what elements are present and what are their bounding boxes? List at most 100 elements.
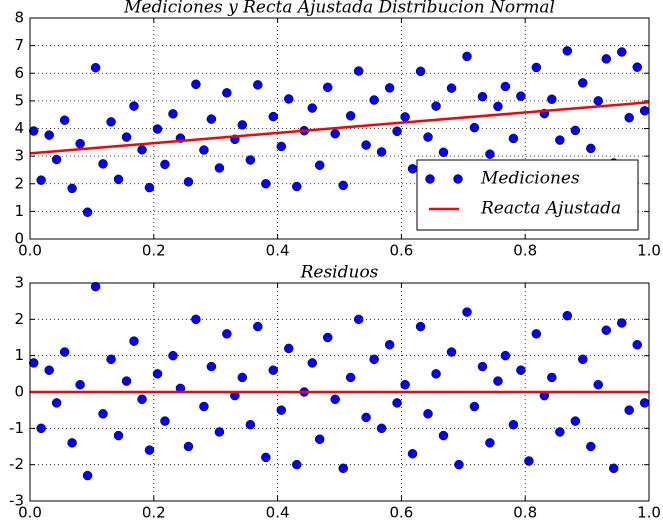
data-point — [36, 175, 46, 185]
data-point — [199, 145, 209, 155]
data-point — [438, 430, 449, 441]
data-point — [639, 398, 650, 408]
x-tick-label: 0.6 — [389, 504, 413, 522]
data-point — [578, 354, 588, 365]
data-point — [237, 120, 248, 130]
y-tick-label: 3 — [14, 274, 24, 292]
data-point — [261, 452, 271, 463]
data-point — [137, 145, 147, 155]
data-point — [129, 336, 139, 346]
data-point — [431, 369, 441, 379]
data-point — [307, 358, 318, 368]
data-point — [144, 182, 155, 193]
data-point — [129, 101, 139, 111]
data-point — [292, 459, 302, 470]
x-tick-label: 1.0 — [637, 504, 661, 522]
data-point — [446, 347, 457, 357]
data-point — [485, 438, 495, 448]
data-point — [547, 372, 557, 383]
x-tick-label: 0.2 — [142, 242, 166, 260]
data-point — [106, 354, 116, 365]
y-tick-label: -1 — [9, 419, 24, 437]
data-point — [75, 138, 85, 149]
data-point — [268, 111, 279, 122]
legend-label: Reacta Ajustada — [480, 199, 621, 219]
data-point — [59, 347, 70, 357]
data-point — [44, 130, 54, 140]
data-point — [608, 463, 619, 474]
x-tick-label: 0.0 — [18, 242, 42, 260]
data-point — [562, 46, 573, 56]
data-point — [369, 354, 379, 365]
legend-swatch — [453, 174, 463, 184]
y-tick-label: 3 — [14, 147, 24, 165]
data-point — [361, 412, 371, 423]
data-point — [446, 83, 457, 93]
y-tick-label: -2 — [9, 455, 24, 473]
data-point — [90, 62, 101, 73]
data-point — [214, 427, 225, 437]
y-tick-label: 6 — [14, 64, 24, 82]
data-point — [113, 430, 124, 441]
data-point — [261, 179, 271, 189]
data-point — [462, 307, 472, 317]
data-point — [90, 281, 101, 292]
data-point — [75, 379, 85, 390]
y-tick-label: 2 — [14, 174, 24, 192]
data-point — [82, 207, 93, 217]
data-point — [624, 112, 634, 123]
chart-title: Mediciones y Recta Ajustada Distribucion… — [123, 0, 555, 18]
data-point — [345, 111, 356, 121]
data-point — [555, 427, 565, 437]
data-point — [51, 154, 62, 165]
x-tick-label: 0.6 — [389, 242, 413, 260]
data-point — [632, 340, 642, 350]
data-point — [292, 181, 302, 192]
data-point — [547, 94, 557, 104]
x-tick-label: 0.4 — [266, 242, 290, 260]
data-point — [59, 115, 70, 125]
data-point — [314, 434, 325, 444]
data-point — [36, 423, 46, 434]
data-point — [253, 321, 263, 332]
data-point — [601, 54, 612, 64]
data-point — [361, 140, 371, 150]
chart-title: Residuos — [300, 263, 379, 283]
data-point — [586, 143, 596, 154]
data-point — [152, 369, 163, 379]
data-point — [199, 401, 209, 412]
data-point — [307, 103, 318, 113]
data-point — [570, 125, 581, 136]
data-point — [137, 394, 147, 405]
data-point — [206, 114, 217, 124]
data-point — [632, 62, 642, 72]
data-point — [160, 159, 170, 170]
data-point — [485, 149, 495, 159]
data-point — [500, 350, 511, 361]
y-tick-label: 7 — [14, 36, 24, 54]
data-point — [384, 340, 395, 350]
data-point — [276, 141, 287, 152]
y-tick-label: 5 — [14, 91, 24, 109]
y-tick-label: 2 — [14, 310, 24, 328]
data-point — [237, 372, 248, 383]
data-point — [423, 409, 433, 419]
data-point — [639, 106, 650, 116]
data-point — [106, 117, 116, 127]
data-point — [98, 409, 108, 419]
data-point — [222, 88, 232, 98]
y-tick-label: 4 — [14, 119, 24, 137]
data-point — [570, 416, 581, 426]
data-point — [276, 405, 287, 415]
data-point — [477, 91, 488, 102]
data-point — [67, 183, 77, 194]
plot-frame — [29, 282, 650, 502]
data-point — [516, 365, 526, 375]
data-point — [168, 109, 178, 119]
data-point — [160, 416, 170, 426]
y-tick-label: 0 — [14, 383, 24, 401]
data-point — [283, 94, 294, 104]
data-point — [191, 314, 201, 325]
data-point — [617, 318, 627, 328]
y-tick-label: 8 — [14, 9, 24, 27]
